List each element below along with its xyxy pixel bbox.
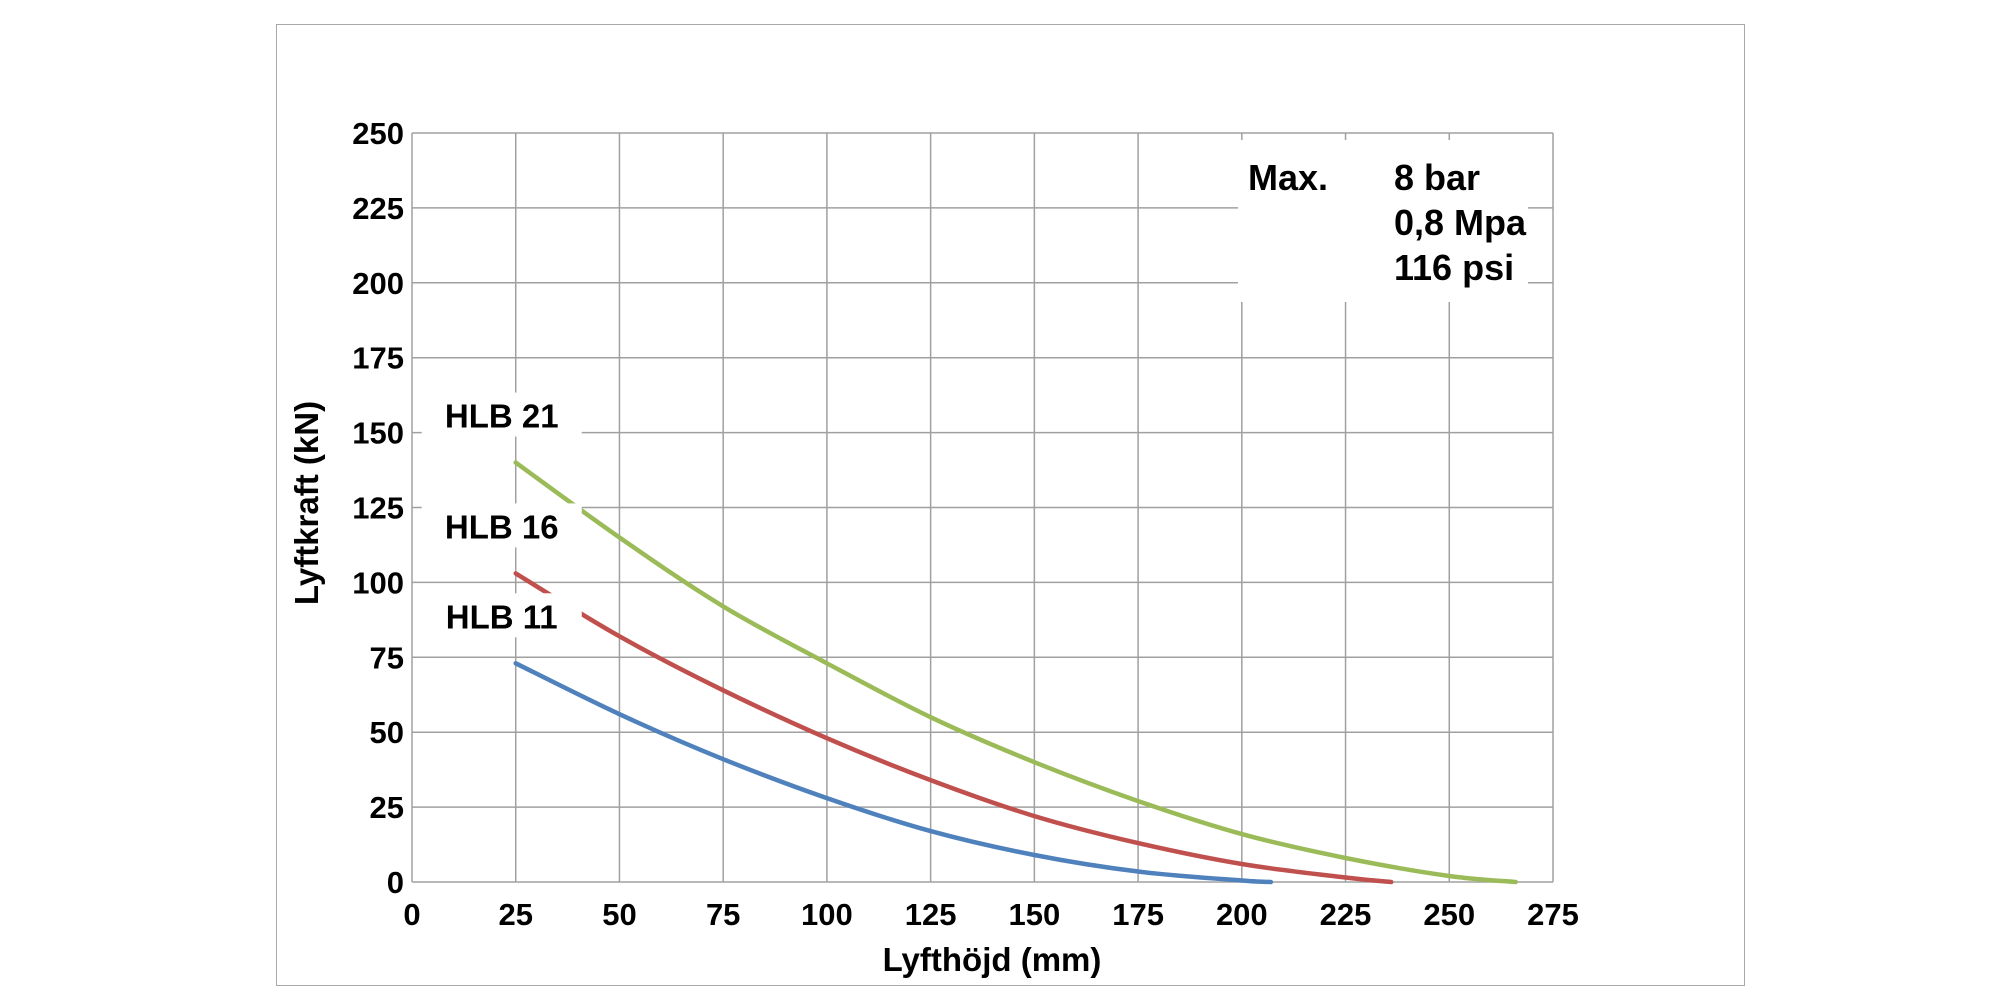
x-tick-label: 150 bbox=[1008, 897, 1060, 932]
y-tick-label: 50 bbox=[370, 715, 404, 750]
series-labels: HLB 21 HLB 16 HLB 11 bbox=[421, 392, 582, 638]
annotation-line-3: 116 psi bbox=[1394, 247, 1514, 288]
y-tick-label: 150 bbox=[352, 416, 404, 451]
series-label-hlb-16: HLB 16 bbox=[445, 508, 559, 545]
y-tick-labels: 0 25 50 75 100 125 150 175 200 225 250 bbox=[352, 116, 404, 900]
series-label-hlb-11: HLB 11 bbox=[446, 598, 558, 635]
y-tick-label: 0 bbox=[387, 865, 404, 900]
series-line-hlb-21 bbox=[513, 460, 1518, 885]
x-tick-label: 50 bbox=[602, 897, 636, 932]
y-tick-label: 75 bbox=[370, 640, 404, 675]
x-tick-label: 200 bbox=[1216, 897, 1268, 932]
x-axis-title: Lyfthöjd (mm) bbox=[883, 941, 1102, 978]
chart-frame bbox=[276, 24, 1745, 986]
y-tick-label: 200 bbox=[352, 266, 404, 301]
y-tick-label: 250 bbox=[352, 116, 404, 151]
series-lines bbox=[513, 460, 1518, 885]
series-line-hlb-16 bbox=[513, 571, 1394, 885]
series-line-hlb-11 bbox=[513, 661, 1274, 885]
y-axis-title: Lyftkraft (kN) bbox=[288, 401, 325, 605]
series-label-background bbox=[421, 503, 582, 548]
x-tick-label: 175 bbox=[1112, 897, 1164, 932]
y-tick-label: 225 bbox=[352, 191, 404, 226]
annotation-background bbox=[1238, 140, 1528, 302]
series-label-hlb-21: HLB 21 bbox=[445, 398, 559, 435]
annotation-line-2: 0,8 Mpa bbox=[1394, 202, 1527, 243]
x-tick-label: 275 bbox=[1527, 897, 1579, 932]
y-tick-label: 175 bbox=[352, 341, 404, 376]
series-label-background bbox=[421, 392, 582, 437]
y-tick-label: 25 bbox=[370, 790, 404, 825]
x-tick-label: 250 bbox=[1423, 897, 1475, 932]
x-tick-label: 125 bbox=[905, 897, 957, 932]
y-tick-label: 125 bbox=[352, 491, 404, 526]
x-tick-label: 100 bbox=[801, 897, 853, 932]
series-label-background bbox=[421, 593, 582, 638]
x-tick-label: 75 bbox=[706, 897, 740, 932]
annotation-max-label: Max. bbox=[1248, 157, 1328, 198]
x-tick-label: 25 bbox=[498, 897, 532, 932]
x-tick-label: 225 bbox=[1320, 897, 1372, 932]
x-tick-label: 0 bbox=[403, 897, 420, 932]
x-tick-labels: 0 25 50 75 100 125 150 175 200 225 250 275 bbox=[403, 897, 1578, 932]
annotation-line-1: 8 bar bbox=[1394, 157, 1480, 198]
y-tick-label: 100 bbox=[352, 565, 404, 600]
pressure-annotation: Max. 8 bar 0,8 Mpa 116 psi bbox=[1238, 140, 1528, 302]
